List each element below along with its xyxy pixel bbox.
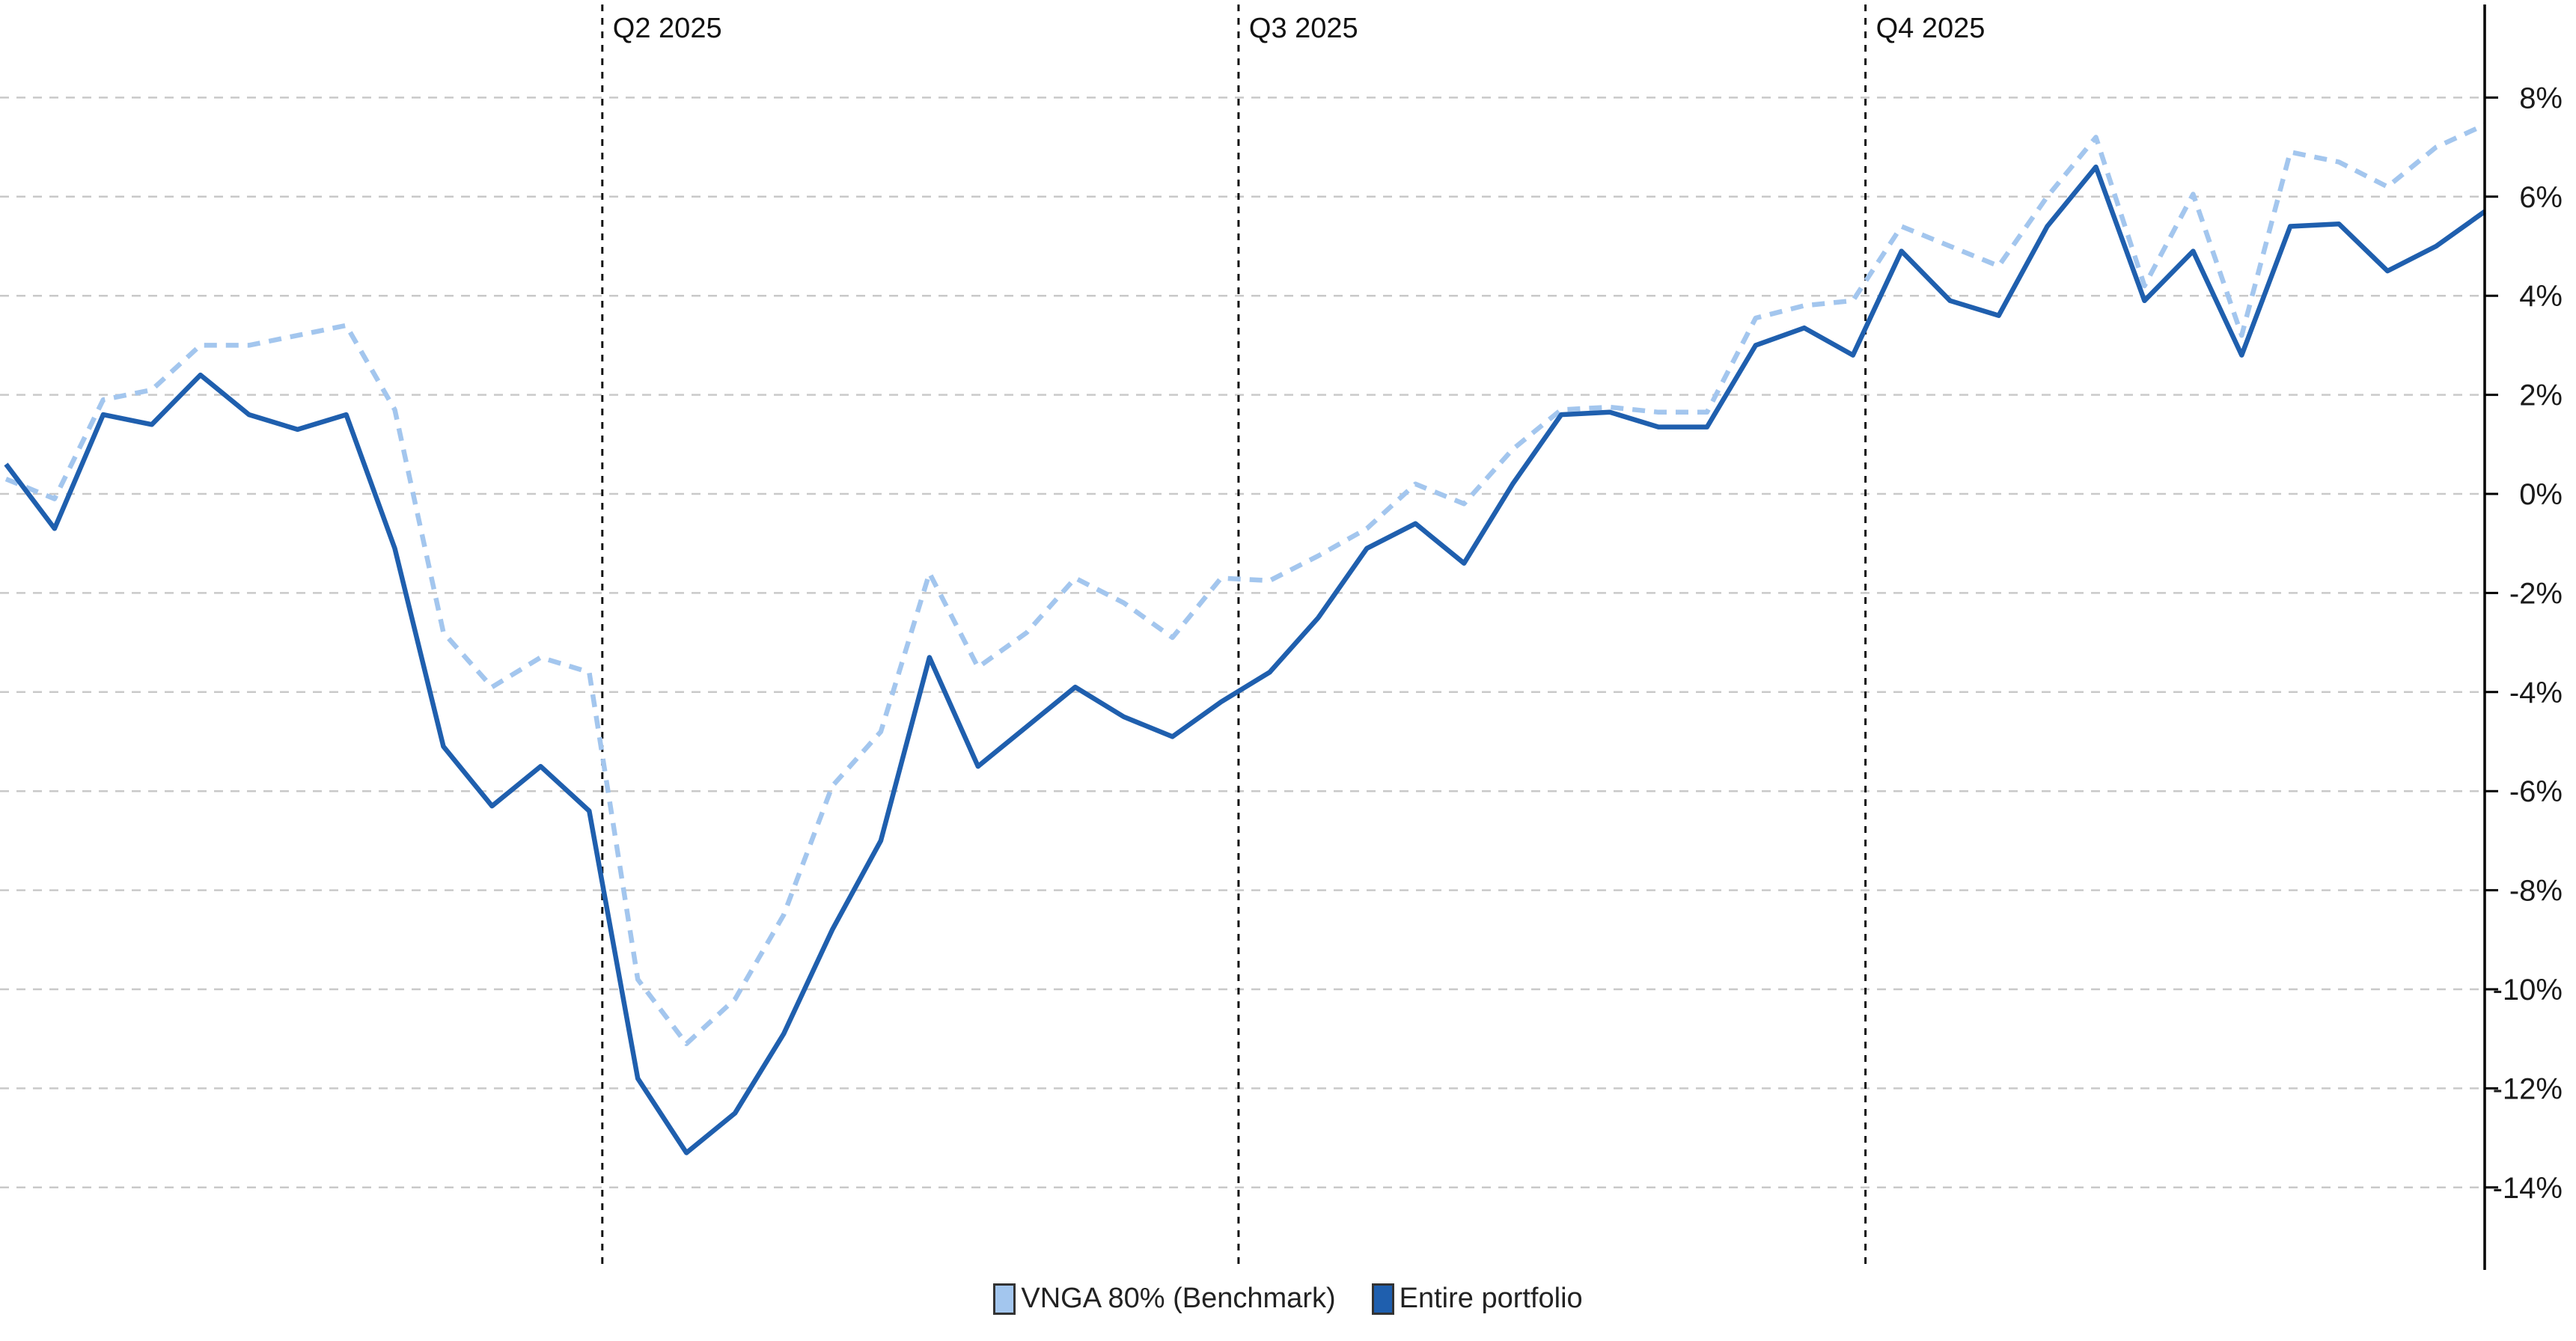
y-axis-tick-label: -12% bbox=[2493, 1072, 2563, 1105]
y-axis-tick-label: -8% bbox=[2509, 875, 2563, 908]
portfolio-line bbox=[4, 164, 2486, 1155]
legend-label-portfolio: Entire portfolio bbox=[1399, 1283, 1583, 1314]
y-axis-tick-label: -14% bbox=[2493, 1172, 2563, 1205]
legend-item-portfolio: Entire portfolio bbox=[1371, 1283, 1583, 1315]
portfolio-color-swatch bbox=[1371, 1283, 1394, 1315]
y-axis-tick-label: -4% bbox=[2509, 676, 2563, 709]
y-axis-tick-label: 0% bbox=[2519, 478, 2563, 511]
y-axis-tick-label: 4% bbox=[2519, 280, 2563, 313]
y-axis-tick-label: -6% bbox=[2509, 775, 2563, 808]
legend-label-benchmark: VNGA 80% (Benchmark) bbox=[1021, 1283, 1336, 1314]
y-axis-tick-label: 6% bbox=[2519, 181, 2563, 214]
y-axis-tick-label: -10% bbox=[2493, 974, 2563, 1006]
y-axis-tick-label: 2% bbox=[2519, 379, 2563, 412]
benchmark-line bbox=[4, 122, 2486, 1047]
benchmark-color-swatch bbox=[993, 1283, 1016, 1315]
chart-legend: VNGA 80% (Benchmark) Entire portfolio bbox=[0, 1283, 2576, 1315]
legend-item-benchmark: VNGA 80% (Benchmark) bbox=[993, 1283, 1336, 1315]
quarter-marker-label: Q4 2025 bbox=[1876, 13, 1986, 44]
y-axis-tick-label: -2% bbox=[2509, 577, 2563, 610]
quarter-marker-label: Q2 2025 bbox=[613, 13, 722, 44]
y-axis-tick-label: 8% bbox=[2519, 82, 2563, 114]
quarter-marker-label: Q3 2025 bbox=[1249, 13, 1358, 44]
